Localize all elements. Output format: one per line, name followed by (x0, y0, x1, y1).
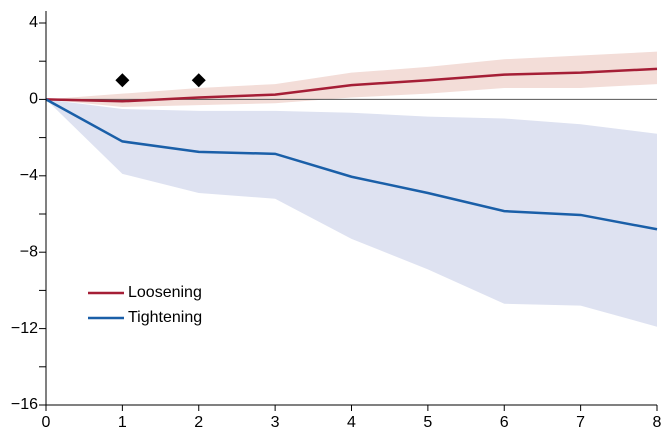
legend-label: Tightening (128, 309, 202, 326)
x-tick-label: 7 (576, 414, 585, 431)
y-tick-label: 0 (29, 91, 38, 108)
x-tick-label: 1 (118, 414, 127, 431)
y-tick-label: −4 (20, 167, 38, 184)
y-tick-label: −16 (11, 396, 38, 413)
x-tick-label: 3 (271, 414, 280, 431)
x-tick-label: 2 (194, 414, 203, 431)
x-tick-label: 8 (653, 414, 662, 431)
x-tick-label: 6 (500, 414, 509, 431)
x-tick-label: 0 (42, 414, 51, 431)
confidence-band (46, 99, 657, 327)
diamond-marker (115, 73, 130, 88)
y-tick-label: −8 (20, 243, 38, 260)
series-line (45, 98, 658, 231)
y-tick-label: −12 (11, 320, 38, 337)
legend-label: Loosening (128, 284, 202, 301)
series-line (45, 67, 658, 103)
x-tick-label: 4 (347, 414, 356, 431)
x-tick-label: 5 (423, 414, 432, 431)
y-tick-label: 4 (29, 14, 38, 31)
diamond-marker (191, 73, 206, 88)
confidence-band (46, 51, 657, 108)
